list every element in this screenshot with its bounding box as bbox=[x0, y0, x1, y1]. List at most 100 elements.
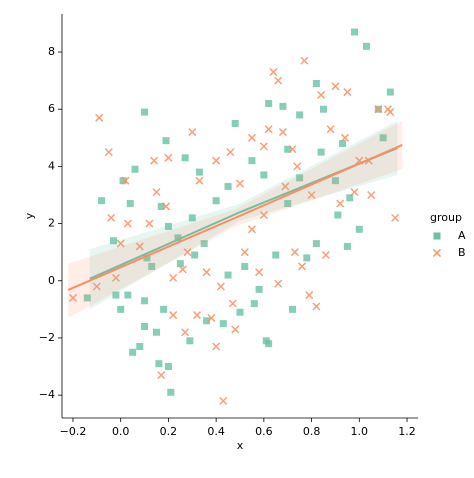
point bbox=[178, 265, 187, 274]
point bbox=[300, 56, 309, 65]
point bbox=[195, 176, 204, 185]
x-tick-label: 0.0 bbox=[112, 425, 130, 438]
y-tick-label: 0 bbox=[48, 274, 55, 287]
point bbox=[95, 113, 104, 122]
point bbox=[203, 317, 211, 325]
point bbox=[298, 262, 307, 271]
x-axis-label: x bbox=[237, 439, 244, 452]
point bbox=[141, 108, 149, 116]
y-tick-label: 6 bbox=[48, 102, 55, 115]
point bbox=[152, 328, 160, 336]
point bbox=[247, 133, 256, 142]
point bbox=[288, 145, 297, 154]
point bbox=[290, 248, 299, 257]
point bbox=[279, 102, 287, 110]
point bbox=[219, 396, 228, 405]
point bbox=[231, 325, 240, 334]
point bbox=[162, 202, 171, 211]
point bbox=[202, 268, 211, 277]
point bbox=[312, 79, 320, 87]
legend-title: group bbox=[430, 211, 462, 224]
point bbox=[200, 240, 208, 248]
point bbox=[317, 148, 325, 156]
point bbox=[195, 168, 203, 176]
point bbox=[331, 177, 339, 185]
x-tick-label: −0.2 bbox=[60, 425, 87, 438]
point bbox=[307, 190, 316, 200]
point bbox=[241, 262, 249, 270]
point bbox=[340, 133, 350, 142]
point bbox=[260, 171, 268, 179]
point bbox=[281, 182, 290, 191]
point bbox=[236, 308, 244, 316]
point bbox=[212, 156, 221, 165]
point bbox=[334, 211, 342, 219]
point bbox=[383, 105, 392, 114]
point bbox=[278, 128, 287, 137]
point bbox=[148, 262, 156, 270]
point bbox=[224, 271, 232, 279]
point bbox=[131, 165, 139, 173]
point bbox=[386, 88, 394, 96]
point bbox=[265, 340, 273, 348]
point bbox=[136, 343, 144, 351]
point bbox=[181, 154, 189, 162]
point bbox=[320, 105, 328, 113]
point bbox=[164, 153, 173, 162]
point bbox=[164, 363, 172, 371]
point bbox=[374, 105, 383, 114]
legend-label: A bbox=[458, 229, 466, 242]
point bbox=[98, 197, 106, 205]
point bbox=[121, 176, 130, 185]
point bbox=[145, 219, 154, 228]
point bbox=[343, 88, 352, 97]
point bbox=[293, 162, 302, 171]
point bbox=[226, 148, 235, 157]
point bbox=[379, 134, 387, 142]
point bbox=[174, 234, 182, 242]
point bbox=[228, 299, 237, 308]
point bbox=[152, 188, 161, 197]
point bbox=[207, 313, 216, 322]
point bbox=[274, 76, 283, 85]
y-tick-label: 8 bbox=[48, 45, 55, 58]
point bbox=[250, 300, 258, 308]
point bbox=[119, 177, 127, 185]
x-tick-label: 1.2 bbox=[398, 425, 416, 438]
point bbox=[167, 388, 175, 396]
point bbox=[317, 90, 326, 99]
point bbox=[92, 282, 101, 291]
point bbox=[111, 273, 120, 282]
point bbox=[367, 190, 376, 200]
point bbox=[169, 273, 178, 282]
y-tick-label: −4 bbox=[39, 388, 55, 401]
x-tick-label: 1.0 bbox=[351, 425, 369, 438]
point bbox=[157, 202, 165, 210]
legend-marker bbox=[433, 232, 441, 240]
point bbox=[240, 248, 249, 257]
point bbox=[336, 199, 345, 208]
point bbox=[305, 291, 314, 300]
point bbox=[321, 250, 330, 260]
point bbox=[141, 323, 149, 331]
point bbox=[112, 291, 120, 299]
point bbox=[107, 213, 116, 222]
point bbox=[259, 142, 268, 151]
point bbox=[346, 194, 354, 202]
point bbox=[191, 251, 199, 259]
point bbox=[135, 242, 144, 251]
point bbox=[284, 200, 292, 208]
point bbox=[123, 219, 132, 228]
point bbox=[181, 328, 190, 337]
point bbox=[129, 348, 137, 356]
point bbox=[351, 28, 359, 36]
x-tick-label: 0.4 bbox=[207, 425, 225, 438]
point bbox=[104, 148, 113, 157]
point bbox=[303, 254, 311, 262]
point bbox=[176, 260, 184, 268]
point bbox=[193, 311, 202, 320]
point bbox=[231, 120, 239, 128]
y-tick-label: 4 bbox=[48, 159, 55, 172]
y-axis-label: y bbox=[23, 212, 36, 219]
